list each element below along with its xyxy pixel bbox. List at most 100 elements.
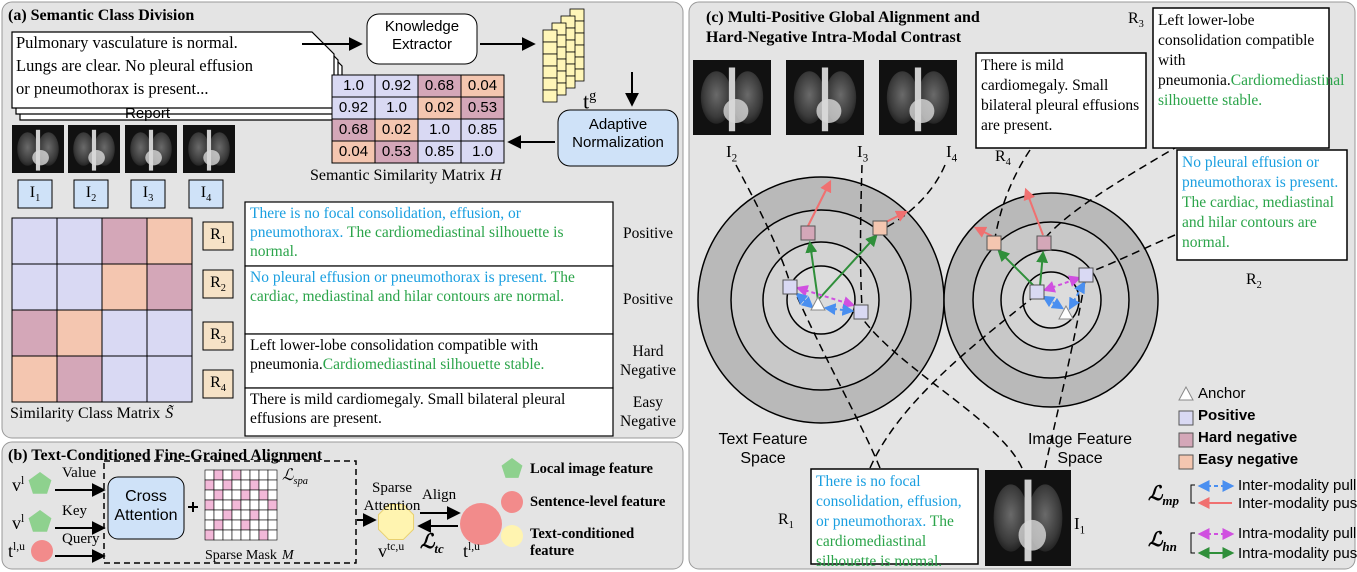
report-label: R2 (1246, 270, 1262, 293)
symbol-base: R (1246, 271, 1257, 288)
image-label: I3 (131, 183, 165, 206)
symbol-superscript: g (589, 88, 596, 104)
legend-text: Positive (1198, 407, 1256, 425)
matrix-value: 1.0 (375, 99, 418, 117)
symbol-base: v (12, 513, 21, 533)
text-segment: There is mild cardiomegaly. Small bilate… (250, 391, 565, 427)
class-matrix-caption: Similarity Class Matrix S̃ (10, 404, 173, 423)
text-segment: No pleural effusion or pneumothorax is p… (250, 269, 551, 286)
legend-text: Sentence-level feature (530, 494, 670, 511)
symbol-subscript: 2 (91, 193, 96, 204)
symbol-base: R (210, 374, 221, 391)
cross-attention: Cross Attention (110, 487, 182, 525)
symbol-superscript: l (21, 512, 24, 525)
matrix-value: 0.02 (375, 121, 418, 139)
example-label: Easy Negative (614, 393, 682, 431)
matrix-caption: Semantic Similarity MatrixH (310, 166, 502, 185)
symbol-superscript: l,u (13, 540, 25, 553)
input-role: Value (62, 464, 96, 482)
example-text: No pleural effusion or pneumothorax is p… (250, 268, 610, 306)
symbol-superscript: l (21, 474, 24, 487)
report-text: No pleural effusion or pneumothorax is p… (1182, 153, 1342, 253)
align-label: Align (422, 486, 456, 504)
input-symbol: vl (12, 512, 24, 535)
caption-text: Similarity Class Matrix (10, 405, 160, 422)
matrix-value: 1.0 (461, 143, 504, 161)
symbol-subscript: tc (434, 541, 443, 556)
symbol-base: ℒ (1148, 483, 1162, 505)
symbol-subscript: 4 (1006, 157, 1011, 168)
matrix-value: 1.0 (418, 121, 461, 139)
arrow-legend-text: Intra-modality pull (1238, 525, 1356, 543)
arrow-legend-text: Intra-modality push (1238, 545, 1357, 563)
report-label: Report (125, 105, 170, 123)
symbol-base: R (995, 148, 1006, 165)
text-segment: There is mild cardiomegaly. Small bilate… (981, 57, 1139, 134)
image-label: I1 (1074, 514, 1085, 538)
loss-tc: ℒtc (420, 530, 444, 557)
t-lu-label: tl,u (463, 540, 480, 563)
matrix-value: 0.92 (375, 77, 418, 95)
panel-title: (a) Semantic Class Division (8, 6, 194, 25)
sparse-mask-caption: Sparse Mask M (205, 548, 294, 565)
input-role: Key (62, 502, 87, 520)
arrow-legend-text: Inter-modality pull (1238, 477, 1356, 495)
feature-label: tg (583, 88, 596, 115)
report-label: R1 (778, 510, 794, 533)
symbol-base: ℒ (420, 531, 434, 553)
loss-spa: ℒspa (282, 466, 308, 489)
matrix-value: 1.0 (332, 77, 375, 95)
legend-text: Local image feature (530, 461, 670, 478)
matrix-value: 0.68 (332, 121, 375, 139)
matrix-value: 0.68 (418, 77, 461, 95)
matrix-value: 0.04 (332, 143, 375, 161)
adaptive-normalization: Adaptive Normalization (563, 116, 673, 152)
arrow-legend-text: Inter-modality push (1238, 495, 1357, 513)
image-label: I1 (18, 183, 52, 206)
symbol-base: R (210, 274, 221, 291)
input-symbol: vl (12, 474, 24, 497)
sparse-attention: Sparse Attention (357, 479, 427, 515)
example-text: There is mild cardiomegaly. Small bilate… (250, 390, 610, 428)
image-label: I2 (74, 183, 108, 206)
symbol-subscript: 3 (148, 193, 153, 204)
symbol-subscript: 1 (1080, 524, 1086, 536)
symbol-subscript: mp (1162, 493, 1179, 508)
report-label: R3 (203, 325, 233, 348)
matrix-value: 0.04 (461, 77, 504, 95)
symbol-base: R (210, 226, 221, 243)
symbol-subscript: 3 (221, 335, 226, 346)
v-tc-label: vtc,u (378, 540, 404, 563)
example-label: Hard Negative (614, 342, 682, 380)
matrix-value: 0.02 (418, 99, 461, 117)
legend-text: Text-conditioned feature (530, 526, 670, 561)
report-text: There is mild cardiomegaly. Small bilate… (981, 56, 1141, 136)
caption-text: Sparse Mask (205, 548, 277, 563)
space-label: Image Feature Space (1025, 430, 1135, 468)
caption-symbol: S̃ (165, 405, 173, 422)
space-label: Text Feature Space (708, 430, 818, 468)
caption-symbol: M (282, 548, 294, 563)
symbol-subscript: 1 (789, 520, 794, 531)
report-label: R3 (1128, 9, 1144, 32)
symbol-subscript: 4 (221, 383, 226, 394)
example-text: There is no focal consolidation, effusio… (250, 204, 610, 261)
report-text: Left lower-lobe consolidation compatible… (1158, 11, 1324, 111)
image-label: I3 (857, 142, 868, 166)
symbol-subscript: spa (294, 476, 308, 487)
report-line: Lungs are clear. No pleural effusion (16, 56, 253, 76)
symbol-subscript: 3 (863, 152, 869, 164)
image-label: I2 (726, 142, 737, 166)
text-layer: (a) Semantic Class DivisionPulmonary vas… (0, 0, 1357, 572)
symbol-base: ℒ (282, 467, 294, 484)
text-segment: The cardiac, mediastinal and hilar conto… (1182, 194, 1334, 251)
knowledge-extractor: Knowledge Extractor (372, 18, 472, 54)
report-label: R2 (203, 273, 233, 296)
matrix-value: 0.53 (461, 99, 504, 117)
image-label: I4 (946, 142, 957, 166)
caption-text: Semantic Similarity Matrix (310, 167, 485, 184)
legend-text: Hard negative (1198, 429, 1297, 447)
input-symbol: tl,u (8, 540, 25, 563)
symbol-base: R (1128, 10, 1139, 27)
panel-title: Hard-Negative Intra-Modal Contrast (706, 28, 961, 47)
